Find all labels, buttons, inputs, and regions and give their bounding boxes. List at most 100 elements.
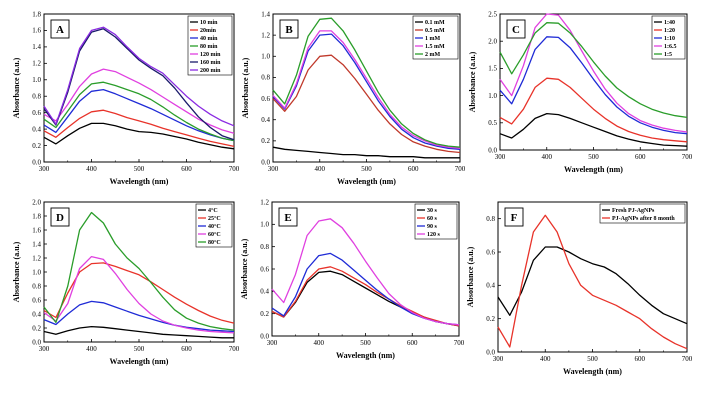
legend-label: 60 s: [427, 216, 438, 222]
x-tick-label: 600: [635, 355, 646, 363]
legend-label: 120 min: [200, 52, 221, 58]
legend-label: 80 min: [200, 44, 218, 50]
x-tick-label: 600: [408, 165, 419, 173]
y-tick-label: 0.4: [32, 310, 41, 318]
series-line: [43, 81, 235, 142]
series-line: [43, 255, 235, 334]
x-tick-label: 300: [267, 339, 278, 347]
y-tick-label: 1.0: [260, 221, 269, 229]
panel-a: 300 400 500 600 700 0.0 0.2 0.4 0.6 0.8 1.0 1.2 1.4 1…: [12, 10, 240, 186]
legend-label: 4°C: [208, 207, 218, 214]
legend-label: 160 min: [200, 60, 221, 66]
y-tick-label: 0.2: [32, 324, 41, 332]
y-tick-label: 0.8: [32, 282, 41, 290]
series-line: [499, 22, 688, 119]
panel-label-box: [506, 19, 526, 39]
y-tick-label: 0.2: [32, 142, 41, 150]
legend-label: 1:10: [664, 36, 675, 42]
x-axis-title: Wavelength (nm): [110, 177, 169, 186]
x-axis-title: Wavelength (nm): [337, 177, 396, 186]
y-tick-label: 0.8: [261, 74, 270, 82]
series-line: [499, 77, 688, 143]
legend-label: 2 mM: [425, 52, 440, 58]
y-tick-label: 1.0: [32, 76, 41, 84]
y-tick-label: 0.8: [260, 243, 269, 251]
panel-label-box: [50, 19, 70, 39]
series-line: [497, 214, 688, 350]
y-axis-title: Absorbance (a.u.): [12, 241, 21, 302]
panel-label-box: [279, 19, 299, 39]
x-tick-label: 600: [181, 345, 192, 353]
y-tick-label: 2.5: [488, 10, 497, 18]
series-line: [271, 266, 460, 327]
y-tick-label: 0.8: [32, 93, 41, 101]
y-tick-label: 1.6: [32, 27, 41, 35]
x-tick-label: 300: [493, 355, 504, 363]
x-tick-label: 400: [540, 355, 551, 363]
series-line: [499, 36, 688, 135]
series-line: [43, 109, 235, 148]
panel-b: 300 400 500 600 700 0.0 0.2 0.4 0.6 0.8 1.0 1.2 1.4 W…: [241, 10, 466, 186]
x-tick-label: 300: [268, 165, 279, 173]
legend-label: 200 min: [200, 68, 221, 74]
y-tick-label: 0.0: [32, 158, 41, 166]
series-line: [43, 300, 235, 333]
y-tick-label: 1.2: [260, 198, 269, 206]
y-tick-label: 0.0: [486, 348, 495, 356]
x-tick-label: 700: [229, 165, 240, 173]
y-axis-title: Absorbance (a.u.): [241, 57, 250, 118]
series-line: [272, 33, 461, 150]
y-tick-label: 1.2: [32, 60, 41, 68]
legend-label: 40°C: [208, 223, 221, 230]
y-tick-label: 1.4: [261, 10, 270, 18]
panel-f: 300 400 500 600 700 0.0 0.2 0.4 0.6 0.8 Wavelength…: [466, 201, 693, 376]
legend-label: 0.1 mM: [425, 20, 445, 26]
x-tick-label: 600: [181, 165, 192, 173]
series-line: [272, 17, 461, 148]
legend-label: 90 s: [427, 224, 438, 230]
y-tick-label: 0.4: [260, 288, 269, 296]
x-tick-label: 400: [314, 339, 325, 347]
y-tick-label: 1.0: [32, 268, 41, 276]
legend-label: 60°C: [208, 231, 221, 238]
x-tick-label: 500: [587, 355, 598, 363]
legend-label: PJ-AgNPs after 8 month: [612, 216, 675, 222]
legend-label: 30 s: [427, 208, 438, 214]
panel-label-box: [278, 207, 298, 227]
y-tick-label: 0.8: [486, 215, 495, 223]
x-tick-label: 700: [454, 339, 465, 347]
y-tick-label: 1.8: [32, 10, 41, 18]
panel-label: D: [56, 212, 64, 224]
y-tick-label: 0.6: [260, 265, 269, 273]
legend-label: 1:20: [664, 28, 675, 34]
y-tick-label: 1.2: [32, 254, 41, 262]
x-tick-label: 700: [682, 355, 693, 363]
panel-c: 300 400 500 600 700 0.0 0.5 1.0 1.5 2.0 2.5 Wavelen…: [468, 10, 693, 174]
y-tick-label: 0.6: [32, 109, 41, 117]
panel-label: E: [284, 212, 291, 224]
series-line: [43, 325, 234, 339]
x-tick-label: 400: [315, 165, 326, 173]
x-tick-label: 600: [407, 339, 418, 347]
x-tick-label: 300: [39, 165, 50, 173]
series-line: [43, 262, 235, 324]
y-tick-label: 1.2: [261, 31, 270, 39]
x-tick-label: 500: [134, 345, 145, 353]
y-tick-label: 0.6: [261, 95, 270, 103]
y-tick-label: 0.0: [260, 332, 269, 340]
panel-label: A: [56, 24, 64, 36]
y-tick-label: 1.5: [488, 65, 497, 73]
panel-d: 300 400 500 600 700 0.0 0.2 0.4 0.6 0.8 1.0 1.2 1.4 1…: [12, 198, 240, 366]
x-tick-label: 500: [360, 339, 371, 347]
series-line: [43, 28, 235, 141]
y-tick-label: 0.6: [32, 296, 41, 304]
series-line: [497, 246, 688, 325]
legend-label: 1:6.5: [664, 44, 677, 50]
x-axis-title: Wavelength (nm): [110, 357, 169, 366]
x-tick-label: 500: [361, 165, 372, 173]
y-tick-label: 1.8: [32, 212, 41, 220]
panel-label-box: [50, 207, 70, 227]
legend-label: 1:5: [664, 52, 672, 58]
panel-label: F: [511, 212, 518, 224]
